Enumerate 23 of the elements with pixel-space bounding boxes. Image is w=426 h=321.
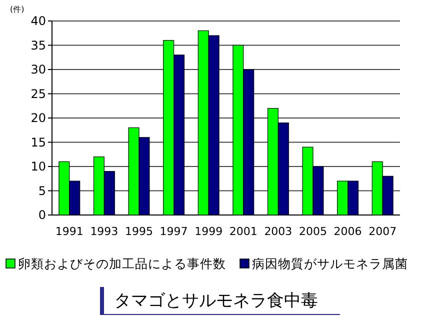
y-tick-label: 35 <box>30 38 46 52</box>
x-tick-label: 1997 <box>160 225 188 238</box>
text: タマゴとサルモネラ食中毒 <box>100 287 340 315</box>
x-tick-label: 2005 <box>299 225 327 238</box>
legend-label: 卵類およびその加工品による事件数 <box>18 256 226 271</box>
y-tick-label: 40 <box>30 14 46 28</box>
legend-label: 病因物質がサルモネラ属菌 <box>252 256 408 271</box>
y-tick-label: 15 <box>30 135 46 150</box>
x-tick-label: 1995 <box>125 225 153 238</box>
x-tick-label: 2001 <box>229 225 258 238</box>
y-tick-label: 20 <box>30 111 46 125</box>
x-tick-label: 1991 <box>55 225 84 238</box>
x-tick-label: 2003 <box>264 225 292 238</box>
y-tick-label: 0 <box>38 208 46 222</box>
y-tick-label: 30 <box>30 62 46 76</box>
y-tick-label: 25 <box>30 86 46 101</box>
x-tick-label: 2007 <box>368 225 397 238</box>
x-tick-label: 2006 <box>334 225 362 238</box>
x-tick-label: 1999 <box>194 225 223 238</box>
y-axis-title: (件) <box>10 5 24 14</box>
y-tick-label: 5 <box>38 184 46 198</box>
x-tick-label: 1993 <box>90 225 118 238</box>
y-tick-label: 10 <box>30 160 46 174</box>
